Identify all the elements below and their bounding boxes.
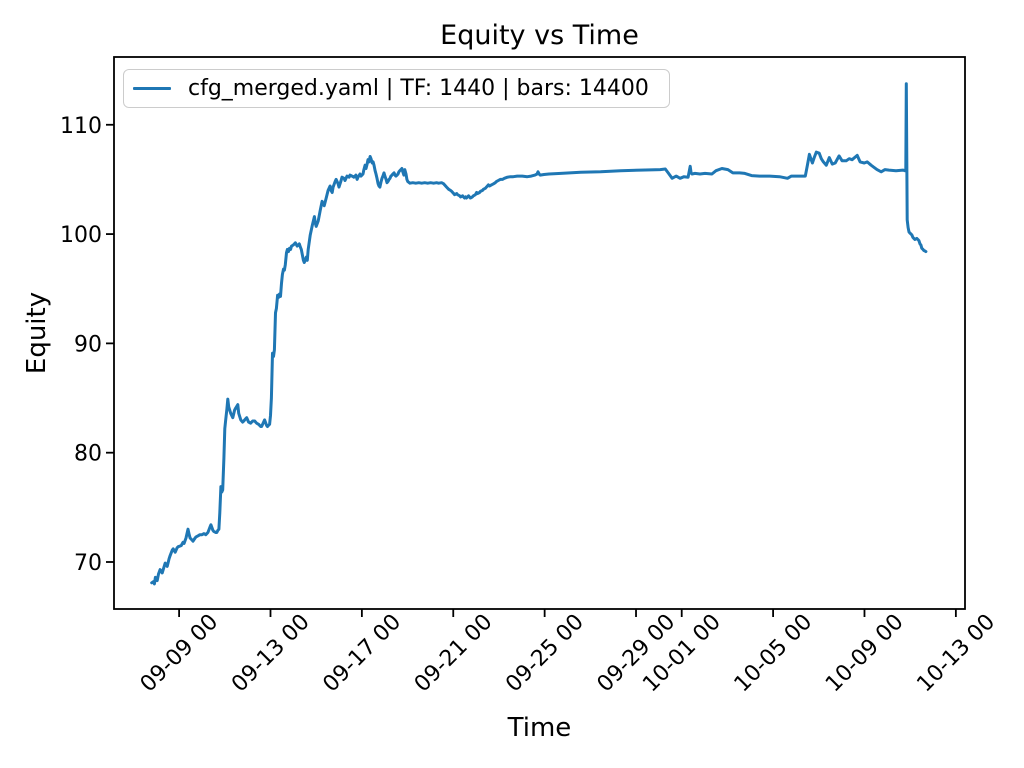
x-tick-label: 09-21 00 (410, 610, 498, 698)
x-tick-label: 09-13 00 (227, 610, 315, 698)
y-tick-label: 110 (60, 114, 102, 139)
x-tick-label: 10-09 00 (821, 610, 909, 698)
legend-label: cfg_merged.yaml | TF: 1440 | bars: 14400 (188, 75, 649, 101)
axes-spines (113, 56, 966, 610)
legend-line-sample-icon (133, 86, 171, 91)
equity-line (150, 82, 928, 586)
x-tick-label: 10-13 00 (912, 610, 1000, 698)
x-tick-label: 10-05 00 (730, 610, 818, 698)
y-tick-label: 100 (60, 223, 102, 248)
y-axis-label: Equity (22, 291, 52, 375)
x-tick-label: 09-17 00 (318, 610, 406, 698)
legend: cfg_merged.yaml | TF: 1440 | bars: 14400 (123, 69, 670, 108)
x-tick-label: 09-09 00 (136, 610, 224, 698)
x-tick-label: 09-25 00 (501, 610, 589, 698)
y-tick-label: 70 (74, 551, 102, 576)
x-axis-label: Time (507, 713, 572, 743)
y-tick-label: 80 (74, 442, 102, 467)
chart-title: Equity vs Time (440, 20, 639, 51)
y-tick-label: 90 (74, 332, 102, 357)
